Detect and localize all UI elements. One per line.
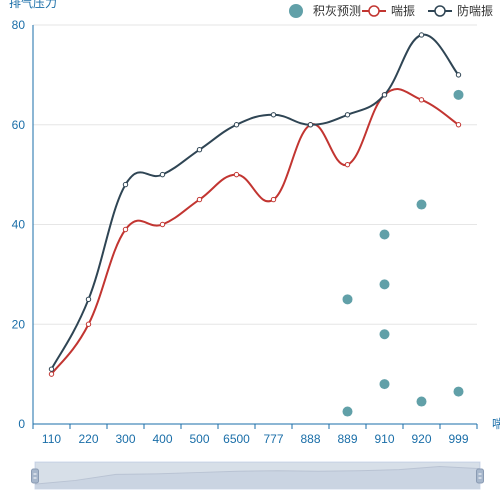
- x-tick-label: 888: [300, 432, 320, 446]
- line-point[interactable]: [233, 122, 240, 128]
- x-tick-label: 300: [115, 432, 135, 446]
- line-point[interactable]: [85, 321, 92, 327]
- line-point[interactable]: [455, 72, 462, 78]
- x-tick-label: 6500: [223, 432, 250, 446]
- line-point[interactable]: [344, 161, 351, 168]
- legend-label: 喘振: [391, 4, 415, 18]
- scatter-point[interactable]: [379, 229, 390, 240]
- line-point[interactable]: [122, 226, 129, 233]
- line-point[interactable]: [307, 122, 314, 128]
- series: [48, 32, 464, 417]
- line-point[interactable]: [270, 196, 277, 203]
- x-tick-label: 910: [374, 432, 394, 446]
- series-1: [48, 88, 462, 377]
- legend-label: 防喘振: [457, 3, 493, 18]
- line-point[interactable]: [196, 146, 203, 153]
- series-0: [342, 89, 464, 417]
- y-tick-label: 40: [12, 218, 26, 232]
- line-point[interactable]: [48, 366, 55, 372]
- legend-item-2[interactable]: 防喘振: [428, 3, 493, 18]
- line-point[interactable]: [48, 371, 55, 377]
- scatter-point[interactable]: [379, 329, 390, 340]
- scatter-point[interactable]: [379, 379, 390, 390]
- x-tick-label: 889: [337, 432, 357, 446]
- series-line: [50, 33, 460, 370]
- line-point[interactable]: [381, 92, 388, 98]
- x-tick-label: 777: [263, 432, 283, 446]
- zoom-preview-area: [35, 466, 480, 489]
- series-line: [50, 88, 460, 375]
- scatter-point[interactable]: [342, 294, 353, 305]
- y-tick-label: 20: [12, 317, 26, 331]
- x-tick-label: 220: [78, 432, 98, 446]
- line-point[interactable]: [159, 171, 166, 178]
- x-tick-label: 999: [448, 432, 468, 446]
- y-tick-label: 60: [12, 118, 26, 132]
- legend-marker: [368, 5, 380, 17]
- scatter-point[interactable]: [453, 89, 464, 100]
- x-tick-label: 920: [411, 432, 431, 446]
- legend-label: 积灰预测: [313, 4, 361, 18]
- data-zoom-slider[interactable]: [31, 461, 484, 490]
- line-point[interactable]: [196, 196, 203, 203]
- scatter-point[interactable]: [342, 406, 353, 417]
- zoom-handle-end[interactable]: [476, 468, 484, 484]
- legend-marker: [434, 5, 446, 17]
- x-tick-label: 400: [152, 432, 172, 446]
- zoom-window[interactable]: [35, 462, 480, 489]
- scatter-point[interactable]: [379, 279, 390, 290]
- line-point[interactable]: [344, 112, 351, 118]
- line-point[interactable]: [233, 171, 240, 178]
- line-point[interactable]: [418, 97, 425, 103]
- line-point[interactable]: [455, 122, 462, 128]
- legend[interactable]: 积灰预测 喘振 防喘振: [289, 3, 493, 18]
- zoom-handle-start[interactable]: [31, 468, 39, 484]
- y-axis-title: 排气压力: [9, 0, 57, 10]
- scatter-point[interactable]: [416, 396, 427, 407]
- axes: 0 20 40 60 80 110 220 300 400 500 6500 777 888 889 910…: [9, 0, 500, 446]
- scatter-point[interactable]: [453, 386, 464, 397]
- line-point[interactable]: [159, 221, 166, 228]
- y-tick-label: 0: [18, 417, 25, 431]
- grid-lines: [33, 24, 477, 325]
- legend-item-1[interactable]: 喘振: [362, 4, 415, 18]
- x-tick-label: 110: [42, 432, 61, 446]
- y-tick-label: 80: [12, 18, 26, 32]
- legend-marker: [289, 4, 303, 18]
- scatter-point[interactable]: [416, 199, 427, 210]
- zoom-preview-line: [34, 466, 481, 485]
- line-point[interactable]: [85, 296, 92, 303]
- series-2: [48, 32, 462, 372]
- x-tick-label: 500: [189, 432, 209, 446]
- line-point[interactable]: [270, 112, 277, 118]
- line-point[interactable]: [122, 181, 129, 188]
- x-axis-title: 喘: [492, 417, 500, 431]
- legend-item-0[interactable]: 积灰预测: [289, 4, 361, 18]
- line-point[interactable]: [418, 32, 425, 38]
